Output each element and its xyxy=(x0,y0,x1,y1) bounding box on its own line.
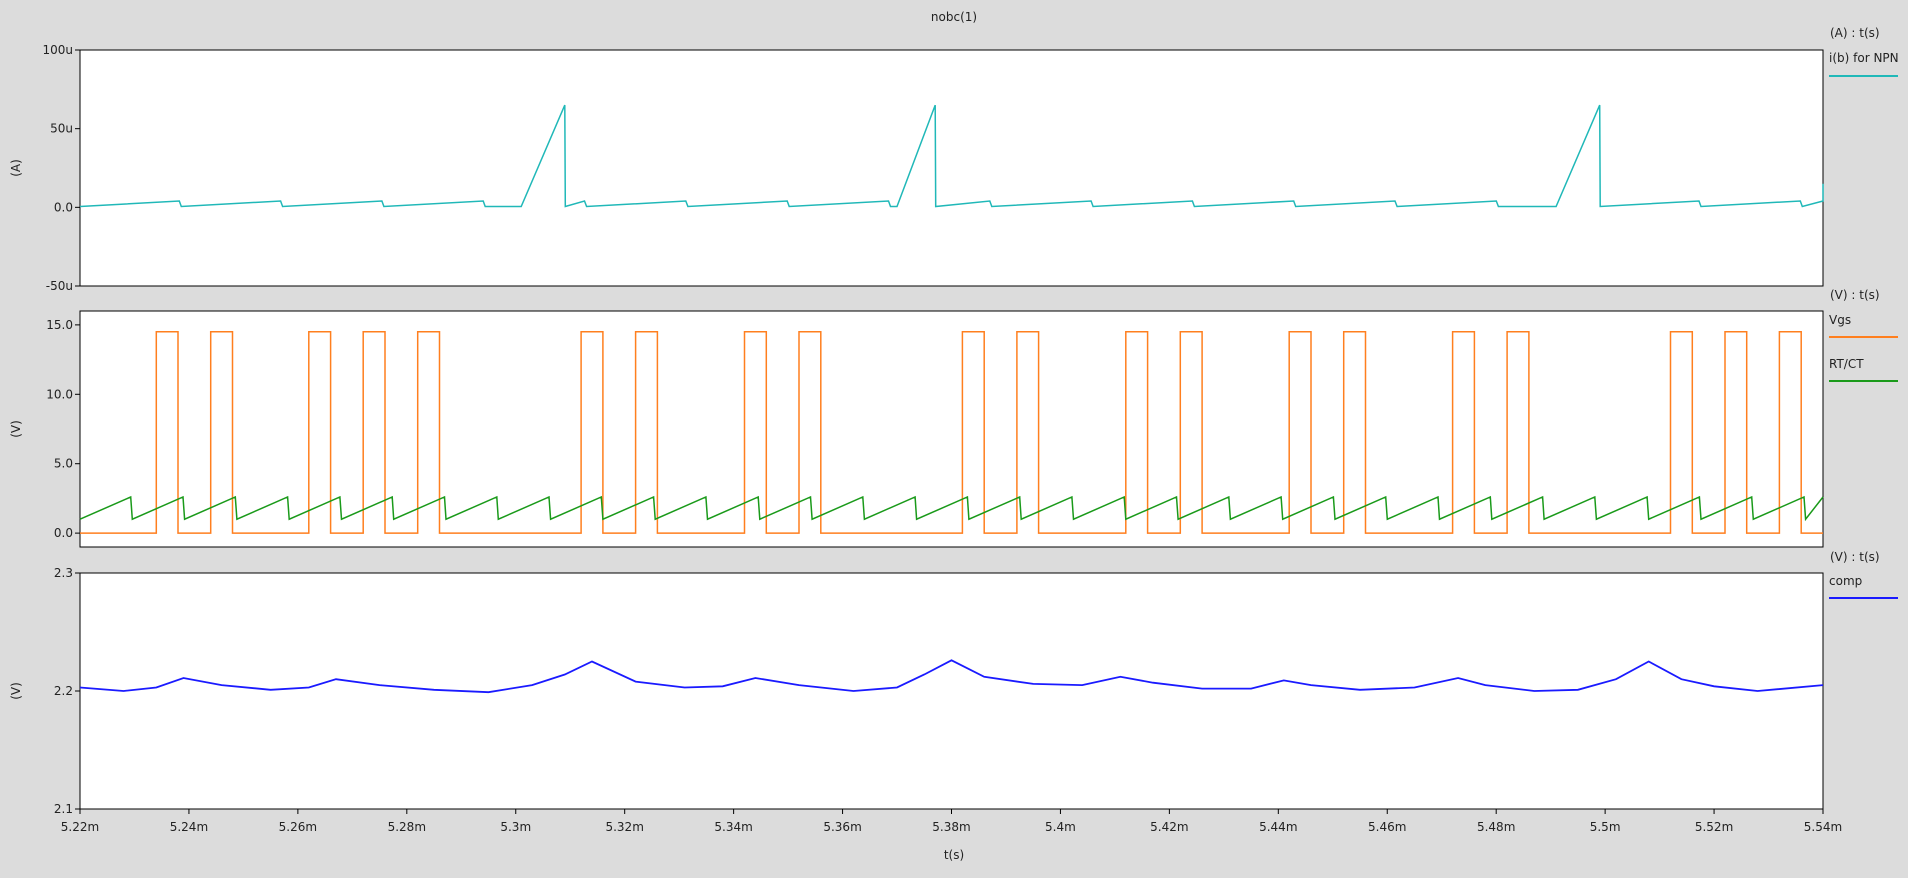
panel-2-axis-header: (V) : t(s) xyxy=(1830,288,1880,302)
x-tick-label: 5.48m xyxy=(1477,820,1515,834)
x-tick-label: 5.28m xyxy=(388,820,426,834)
x-tick-label: 5.46m xyxy=(1368,820,1406,834)
x-tick-label: 5.38m xyxy=(932,820,970,834)
legend-entry-rtct[interactable]: RT/CT xyxy=(1829,357,1898,382)
y-tick-label: 0.0 xyxy=(54,200,73,214)
x-tick-label: 5.42m xyxy=(1150,820,1188,834)
window-title: nobc(1) xyxy=(931,10,977,24)
x-tick-label: 5.3m xyxy=(500,820,531,834)
x-tick-label: 5.54m xyxy=(1804,820,1842,834)
panel-1-plot-area[interactable] xyxy=(79,49,1824,287)
y-tick-label: 0.0 xyxy=(54,526,73,540)
y-tick-label: 2.1 xyxy=(54,802,73,816)
x-tick-label: 5.44m xyxy=(1259,820,1297,834)
legend-label-vgs: Vgs xyxy=(1829,313,1851,327)
x-tick-label: 5.26m xyxy=(279,820,317,834)
y-tick-label: 15.0 xyxy=(46,318,73,332)
x-tick-label: 5.22m xyxy=(61,820,99,834)
panel-2-series xyxy=(79,331,1824,534)
legend-entry-vgs[interactable]: Vgs xyxy=(1829,313,1898,338)
x-axis-ticks: 5.22m 5.24m 5.26m 5.28m 5.3m 5.32m 5.34m 5.36m 5… xyxy=(61,809,1842,834)
x-axis-label: t(s) xyxy=(944,848,964,862)
y-tick-label: 100u xyxy=(42,43,73,57)
panel-2-y-label: (V) xyxy=(9,420,23,438)
panel-3-series xyxy=(79,659,1824,694)
panel-2[interactable]: 0.0 5.0 10.0 15.0 (V) (V) : t(s) Vgs RT/CT xyxy=(9,288,1898,548)
y-tick-label: 10.0 xyxy=(46,387,73,401)
panel-1-y-label: (A) xyxy=(9,159,23,177)
x-tick-label: 5.24m xyxy=(170,820,208,834)
panel-3[interactable]: 2.1 2.2 2.3 (V) (V) : t(s) comp xyxy=(9,550,1898,816)
x-tick-label: 5.32m xyxy=(605,820,643,834)
y-tick-label: -50u xyxy=(46,279,73,293)
y-tick-label: 2.2 xyxy=(54,684,73,698)
x-tick-label: 5.5m xyxy=(1590,820,1621,834)
x-tick-label: 5.34m xyxy=(714,820,752,834)
legend-label-comp: comp xyxy=(1829,574,1862,588)
panel-2-plot-area[interactable] xyxy=(79,310,1824,548)
panel-2-y-ticks: 0.0 5.0 10.0 15.0 xyxy=(46,318,80,540)
series-line-vgs xyxy=(80,331,1823,534)
legend-entry-comp[interactable]: comp xyxy=(1829,574,1898,599)
legend-label-ib: i(b) for NPN xyxy=(1829,51,1899,65)
panel-3-y-ticks: 2.1 2.2 2.3 xyxy=(54,566,80,816)
y-tick-label: 5.0 xyxy=(54,457,73,471)
x-tick-label: 5.52m xyxy=(1695,820,1733,834)
legend-entry-ib[interactable]: i(b) for NPN xyxy=(1829,51,1899,77)
series-line-rt-ct xyxy=(79,495,1824,522)
panel-1-axis-header: (A) : t(s) xyxy=(1830,26,1880,40)
y-tick-label: 2.3 xyxy=(54,566,73,580)
series-line-comp xyxy=(79,659,1824,694)
legend-label-rtct: RT/CT xyxy=(1829,357,1864,371)
panel-3-y-label: (V) xyxy=(9,682,23,700)
panel-1[interactable]: -50u 0.0 50u 100u (A) (A) : t(s) i(b) for N… xyxy=(9,26,1899,293)
panel-1-series xyxy=(79,104,1824,208)
x-tick-label: 5.4m xyxy=(1045,820,1076,834)
panel-3-axis-header: (V) : t(s) xyxy=(1830,550,1880,564)
x-tick-label: 5.36m xyxy=(823,820,861,834)
panel-1-y-ticks: -50u 0.0 50u 100u xyxy=(42,43,80,293)
series-line-i-b-for-npn xyxy=(79,104,1824,208)
y-tick-label: 50u xyxy=(50,122,73,136)
